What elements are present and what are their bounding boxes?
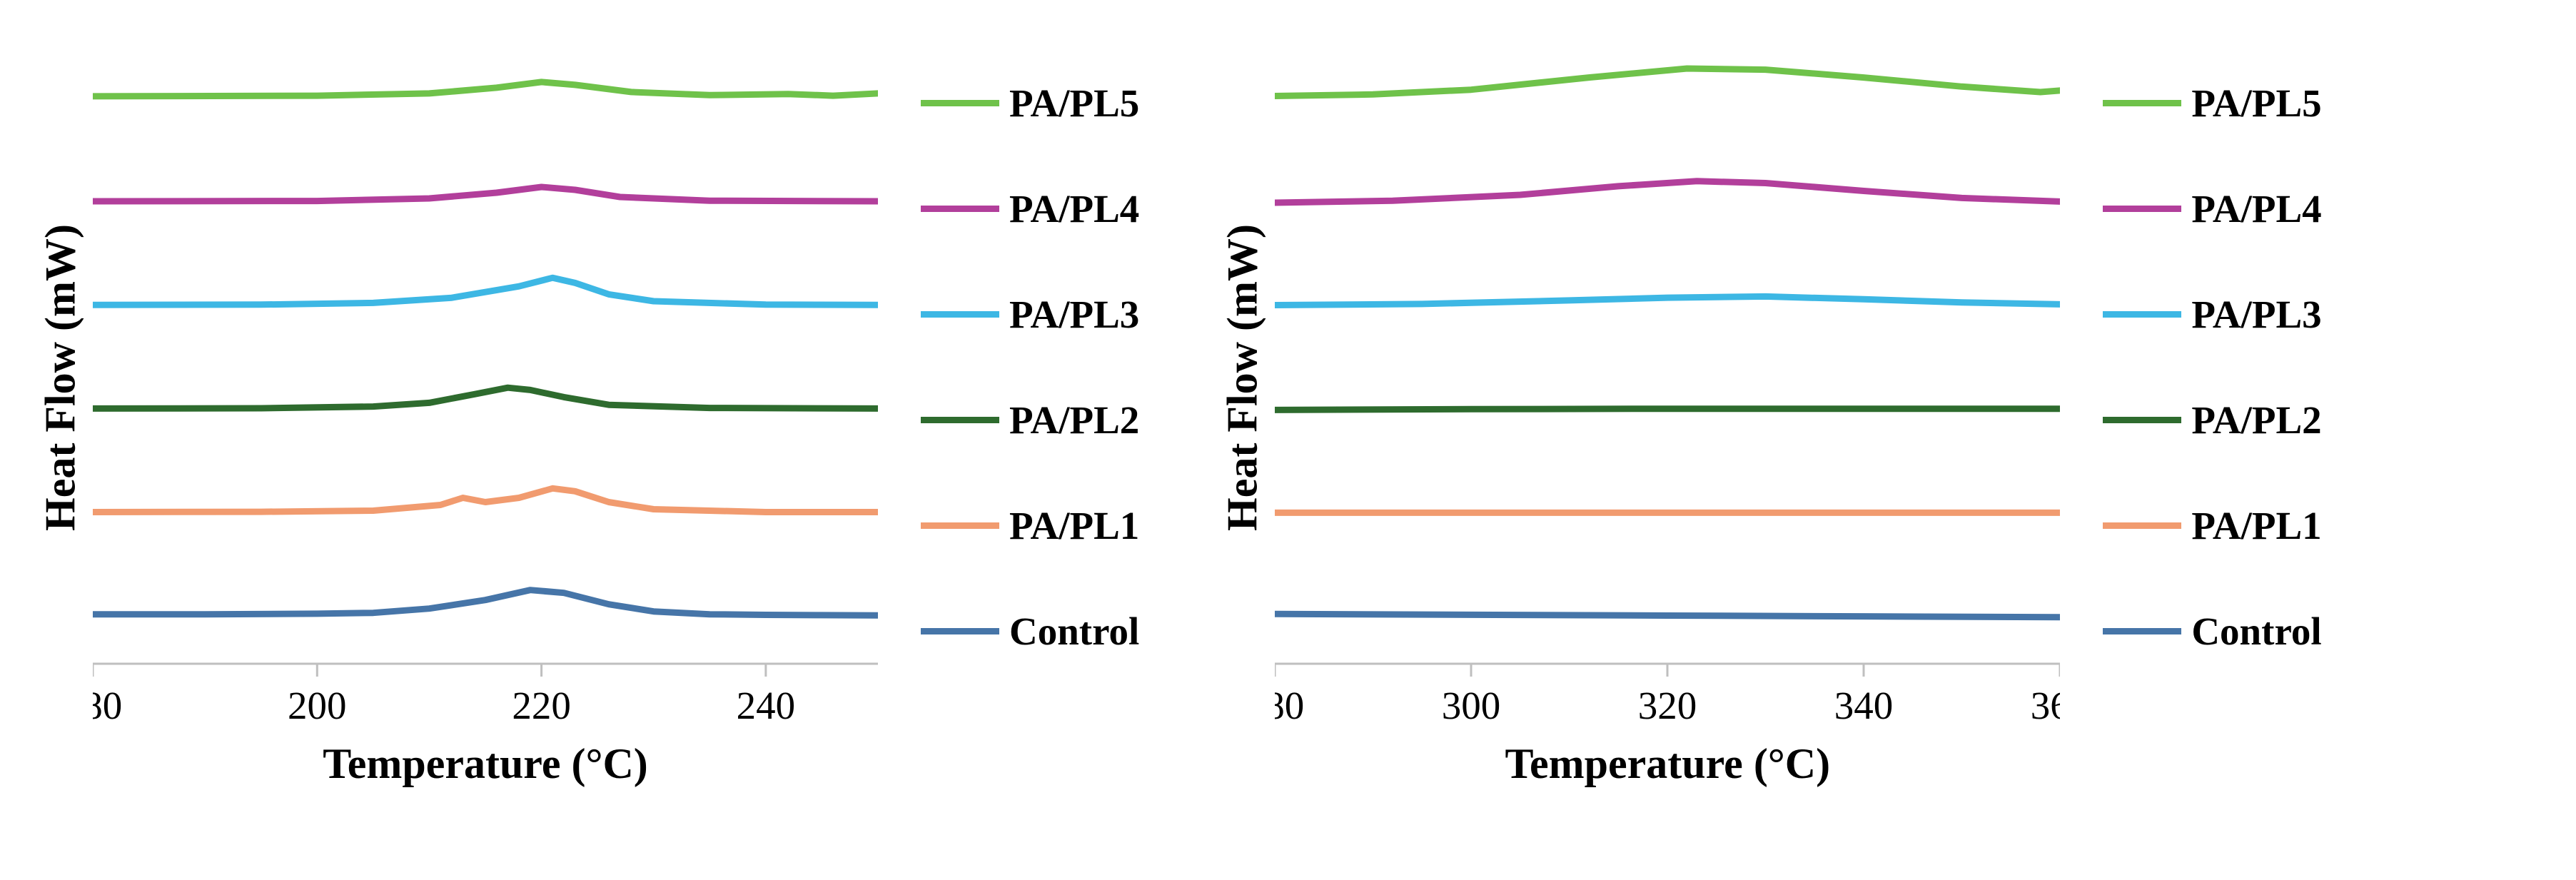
series-line xyxy=(93,388,878,408)
legend-swatch xyxy=(921,417,999,423)
legend-label: PA/PL2 xyxy=(2191,398,2321,442)
series-line xyxy=(93,82,878,96)
series-line xyxy=(93,278,878,305)
y-axis-label-wrap: Heat Flow (mW) xyxy=(29,21,93,734)
legend-item: PA/PL5 xyxy=(921,50,1139,156)
x-tick-label: 220 xyxy=(512,684,571,727)
figure: Heat Flow (mW) 180 200 220 240 Temperature (°… xyxy=(0,0,2576,880)
legend-item: Control xyxy=(2103,578,2321,684)
x-tick-label: 320 xyxy=(1638,684,1697,727)
legend-swatch xyxy=(921,311,999,318)
legend-item: PA/PL1 xyxy=(2103,472,2321,578)
legend-swatch xyxy=(2103,522,2181,529)
x-axis-label: Temperature (°C) xyxy=(323,739,648,789)
y-axis-label-wrap: Heat Flow (mW) xyxy=(1211,21,1275,734)
chart-svg: 280 300 320 340 360 xyxy=(1275,21,2060,734)
legend-swatch xyxy=(921,100,999,106)
legend-swatch xyxy=(2103,311,2181,318)
legend-label: PA/PL1 xyxy=(2191,503,2321,548)
legend-label: PA/PL5 xyxy=(1009,81,1139,126)
legend: PA/PL5 PA/PL4 PA/PL3 PA/PL2 PA/PL1 Control xyxy=(2060,21,2321,859)
x-tick-label: 340 xyxy=(1834,684,1894,727)
series-line xyxy=(93,488,878,512)
legend-label: Control xyxy=(1009,609,1139,654)
x-tick-label: 240 xyxy=(737,684,796,727)
series-line xyxy=(93,590,878,616)
legend-swatch xyxy=(2103,100,2181,106)
legend-item: PA/PL5 xyxy=(2103,50,2321,156)
legend-item: PA/PL4 xyxy=(921,156,1139,261)
chart-svg: 180 200 220 240 xyxy=(93,21,878,734)
legend: PA/PL5 PA/PL4 PA/PL3 PA/PL2 PA/PL1 Control xyxy=(878,21,1139,859)
legend-swatch xyxy=(921,522,999,529)
x-tick-label: 300 xyxy=(1442,684,1501,727)
legend-item: PA/PL4 xyxy=(2103,156,2321,261)
legend-item: PA/PL3 xyxy=(921,261,1139,367)
y-axis-label: Heat Flow (mW) xyxy=(36,224,86,531)
legend-label: PA/PL3 xyxy=(2191,292,2321,337)
series-line xyxy=(1275,296,2060,305)
legend-label: PA/PL3 xyxy=(1009,292,1139,337)
legend-swatch xyxy=(2103,417,2181,423)
series-line xyxy=(1275,181,2060,203)
legend-label: Control xyxy=(2191,609,2321,654)
x-axis-label: Temperature (°C) xyxy=(1505,739,1831,789)
panel-gap xyxy=(1139,21,1211,859)
x-tick-label: 360 xyxy=(2031,684,2060,727)
legend-item: PA/PL3 xyxy=(2103,261,2321,367)
x-tick-label: 180 xyxy=(93,684,122,727)
chart-column: 180 200 220 240 Temperature (°C) xyxy=(93,21,878,859)
series-line xyxy=(1275,614,2060,617)
legend-label: PA/PL1 xyxy=(1009,503,1139,548)
chart-column: 280 300 320 340 360 Temperature (°C) xyxy=(1275,21,2060,859)
legend-swatch xyxy=(2103,206,2181,212)
x-tick-label: 200 xyxy=(288,684,347,727)
chart-panel: Heat Flow (mW) 280 300 320 340 360 Temperature… xyxy=(1211,21,2321,859)
legend-item: PA/PL2 xyxy=(2103,367,2321,472)
legend-label: PA/PL5 xyxy=(2191,81,2321,126)
x-tick-label: 280 xyxy=(1275,684,1304,727)
chart-panel: Heat Flow (mW) 180 200 220 240 Temperature (°… xyxy=(29,21,1139,859)
series-line xyxy=(93,187,878,201)
legend-item: PA/PL2 xyxy=(921,367,1139,472)
legend-swatch xyxy=(2103,628,2181,634)
legend-label: PA/PL4 xyxy=(2191,186,2321,231)
y-axis-label: Heat Flow (mW) xyxy=(1218,224,1268,531)
legend-swatch xyxy=(921,628,999,634)
legend-item: PA/PL1 xyxy=(921,472,1139,578)
legend-label: PA/PL4 xyxy=(1009,186,1139,231)
legend-item: Control xyxy=(921,578,1139,684)
series-line xyxy=(1275,409,2060,410)
legend-label: PA/PL2 xyxy=(1009,398,1139,442)
legend-swatch xyxy=(921,206,999,212)
series-line xyxy=(1275,69,2060,96)
